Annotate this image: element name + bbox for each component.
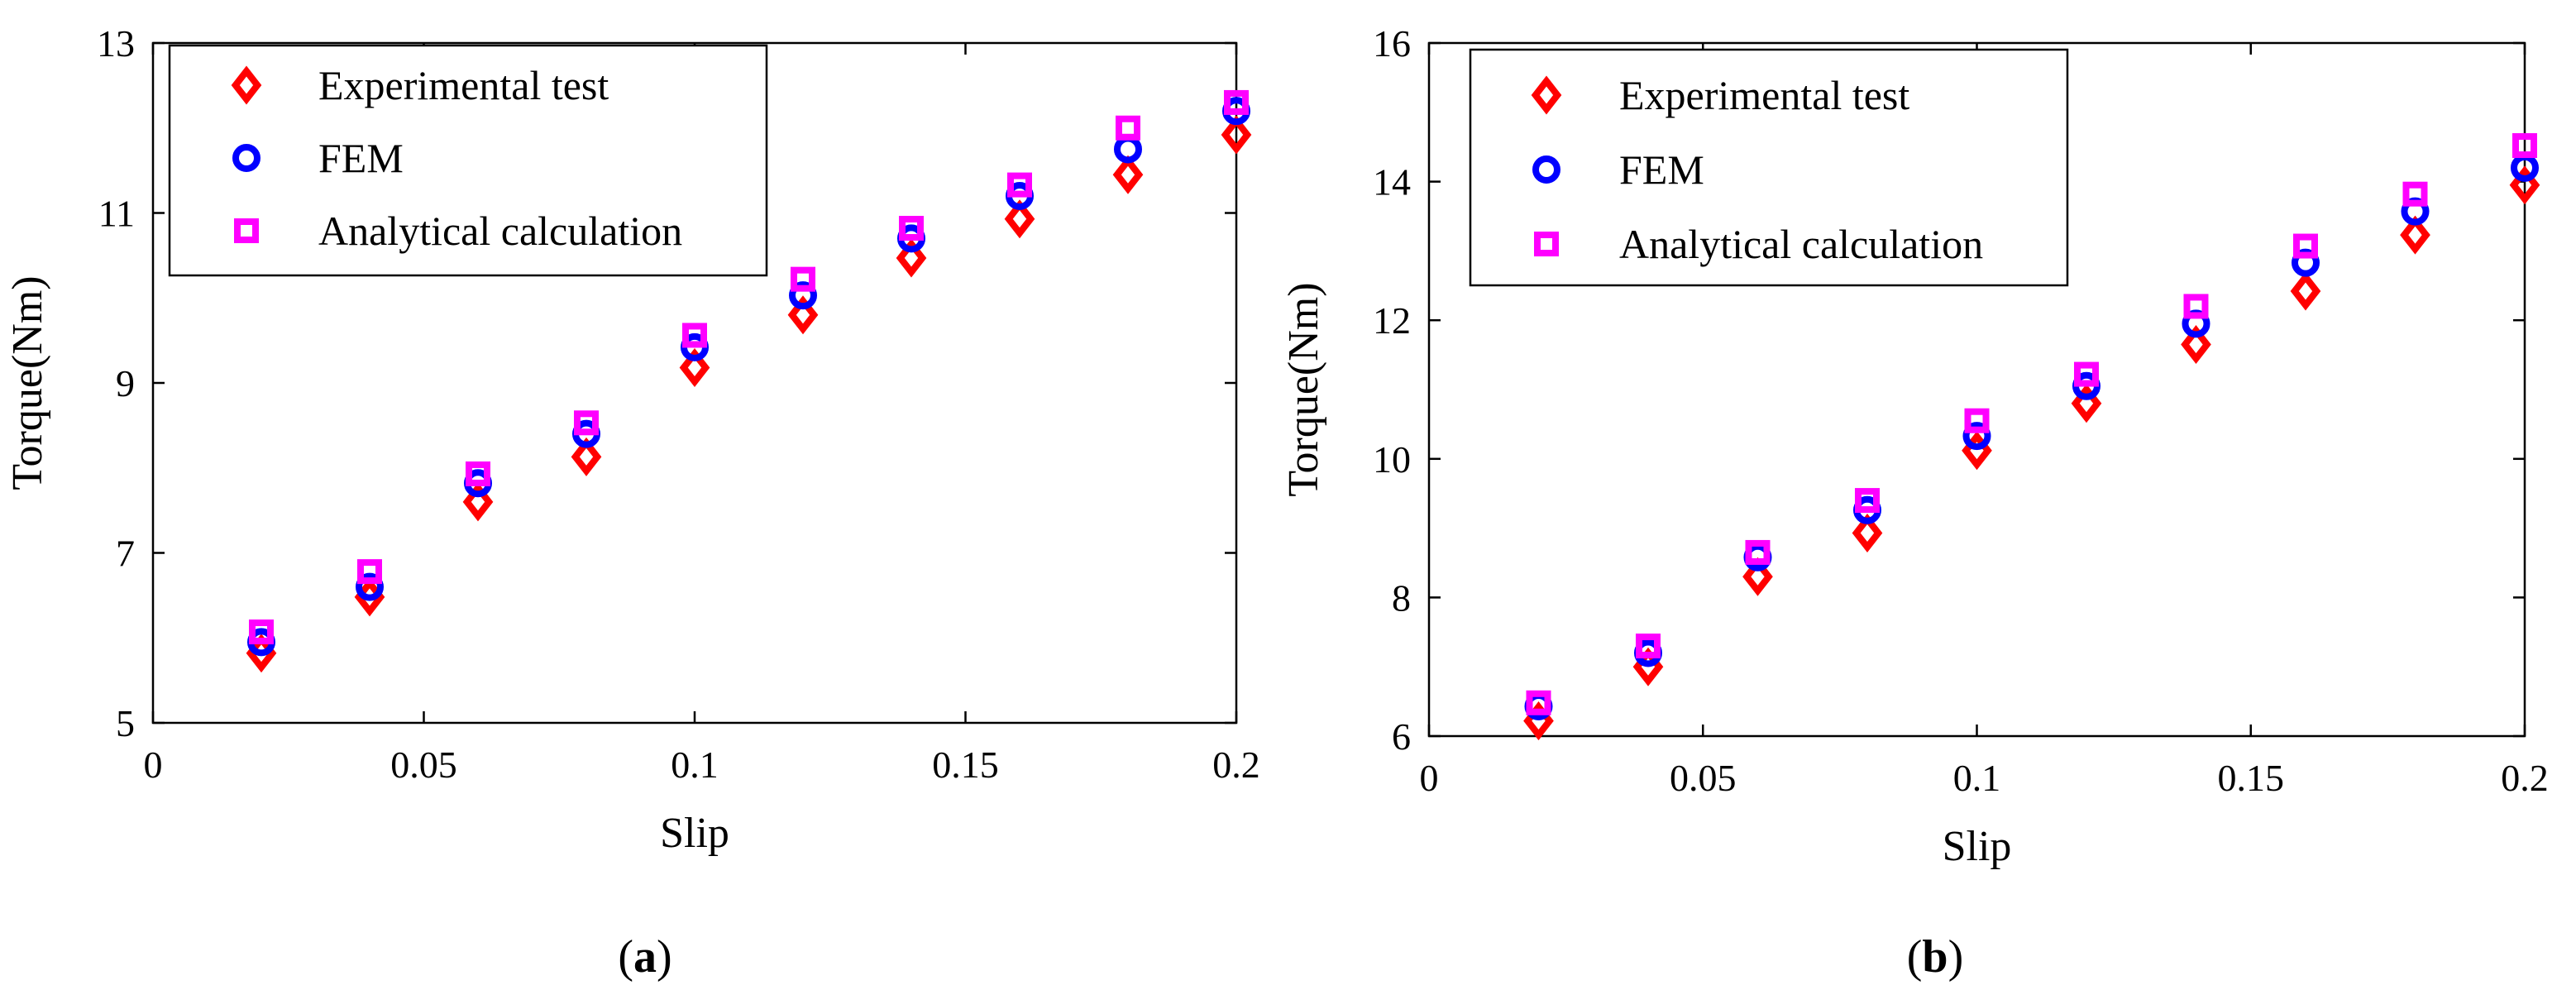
x-tick-label: 0 — [1420, 757, 1439, 799]
data-point-diamond — [787, 295, 819, 335]
data-point-circle — [356, 572, 384, 601]
caption-open-paren: ( — [618, 931, 633, 983]
data-point-circle — [789, 281, 817, 310]
data-point-diamond — [896, 238, 927, 278]
legend-box — [1469, 48, 2069, 287]
legend-entry: Analytical calculation — [318, 208, 682, 254]
data-point-diamond — [2290, 271, 2321, 311]
data-point-square — [2512, 133, 2537, 159]
data-point-square — [1224, 89, 1249, 115]
data-point-square — [899, 215, 924, 241]
y-tick-label: 10 — [1373, 438, 1411, 481]
data-point-diamond — [571, 437, 602, 476]
caption-close-paren: ) — [1948, 931, 1964, 983]
data-point-diamond — [1112, 155, 1144, 194]
x-axis-label: Slip — [660, 810, 729, 857]
data-point-diamond — [1004, 199, 1035, 239]
legend-marker-circle — [1532, 155, 1560, 184]
y-tick-label: 8 — [1392, 576, 1411, 619]
data-point-square — [1526, 690, 1551, 715]
data-point-diamond — [2071, 384, 2102, 423]
caption-close-paren: ) — [657, 931, 672, 983]
panel-caption: (b) — [1907, 931, 1963, 983]
data-point-circle — [1962, 422, 1991, 451]
data-point-square — [2183, 294, 2209, 319]
data-point-diamond — [2181, 325, 2211, 365]
data-point-diamond — [462, 482, 494, 522]
panel-caption: (a) — [618, 931, 671, 983]
data-point-square — [2293, 233, 2318, 259]
legend-entry: FEM — [318, 135, 404, 181]
data-point-diamond — [2400, 215, 2430, 255]
y-tick-label: 7 — [116, 533, 135, 575]
data-point-square — [357, 559, 382, 585]
y-axis-label: Torque(Nm) — [1280, 282, 1327, 496]
caption-letter: b — [1922, 931, 1948, 983]
data-point-square — [1116, 115, 1140, 141]
data-point-diamond — [2509, 165, 2540, 205]
panel-b: 0 0.05 0.1 0.15 0.2 6 8 10 12 14 16 Slip Torque(Nm) E… — [1280, 22, 2549, 983]
x-tick-label: 0.05 — [390, 744, 457, 786]
y-tick-label: 13 — [97, 22, 135, 65]
legend-box — [168, 44, 768, 277]
panel-a: 0 0.05 0.1 0.15 0.2 5 7 9 11 13 Slip Torque(Nm) Expe… — [4, 22, 1260, 983]
y-tick-label: 9 — [116, 362, 135, 404]
data-point-square — [2074, 361, 2099, 387]
x-tick-label: 0.05 — [1670, 757, 1737, 799]
data-point-square — [682, 323, 707, 348]
data-point-square — [1855, 488, 1880, 514]
data-point-square — [1964, 408, 1990, 433]
data-point-diamond — [1852, 513, 1883, 552]
caption-letter: a — [633, 931, 657, 983]
data-point-square — [791, 266, 815, 292]
y-tick-label: 16 — [1373, 22, 1411, 65]
data-point-circle — [1114, 135, 1142, 164]
legend-marker-circle — [232, 144, 260, 172]
x-tick-label: 0.15 — [932, 744, 999, 786]
legend-entry: Experimental test — [1619, 72, 1909, 118]
legend-marker-diamond — [1531, 75, 1562, 115]
x-tick-label: 0.15 — [2218, 757, 2285, 799]
data-point-square — [466, 461, 490, 486]
legend-marker-square — [234, 218, 259, 243]
legend-entry: Analytical calculation — [1619, 221, 1983, 267]
y-tick-label: 6 — [1392, 715, 1411, 758]
data-point-square — [1636, 634, 1661, 659]
legend-marker-diamond — [231, 65, 262, 105]
y-tick-label: 11 — [98, 193, 135, 235]
y-tick-label: 14 — [1373, 161, 1411, 203]
y-axis-label: Torque(Nm) — [4, 275, 51, 490]
data-point-square — [2402, 181, 2428, 207]
data-point-square — [1745, 539, 1771, 565]
data-point-square — [574, 410, 599, 436]
data-point-square — [1007, 172, 1032, 198]
x-axis-label: Slip — [1943, 823, 2012, 870]
y-tick-label: 5 — [116, 702, 135, 744]
legend-entry: FEM — [1619, 146, 1704, 193]
legend-entry: Experimental test — [318, 62, 609, 108]
x-tick-label: 0.1 — [1953, 757, 2001, 799]
data-point-diamond — [1742, 557, 1773, 596]
x-tick-label: 0.1 — [671, 744, 719, 786]
data-point-square — [249, 619, 274, 645]
x-tick-label: 0 — [144, 744, 163, 786]
x-tick-label: 0.2 — [2501, 757, 2549, 799]
data-point-diamond — [679, 348, 710, 388]
legend-marker-square — [1534, 232, 1559, 256]
caption-open-paren: ( — [1907, 931, 1923, 983]
y-tick-label: 12 — [1373, 299, 1411, 342]
data-point-diamond — [1221, 115, 1252, 155]
x-tick-label: 0.2 — [1212, 744, 1260, 786]
